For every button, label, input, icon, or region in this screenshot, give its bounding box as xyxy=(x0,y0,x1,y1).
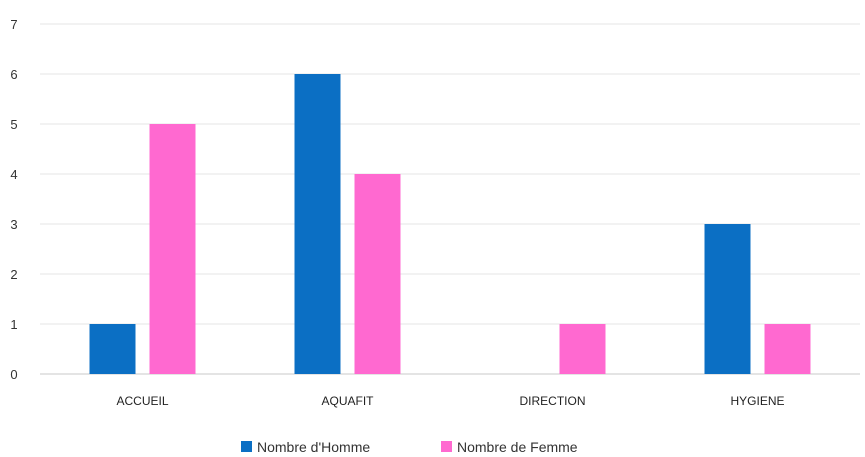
bar-femme-direction xyxy=(559,324,606,374)
bar-femme-aquafit xyxy=(354,174,401,374)
y-axis-ticks: 0 1 2 3 4 5 6 7 xyxy=(10,17,17,382)
y-tick-label: 0 xyxy=(10,367,17,382)
x-axis-labels: ACCUEIL AQUAFIT DIRECTION HYGIENE xyxy=(116,394,784,408)
x-tick-label: DIRECTION xyxy=(520,394,586,408)
legend: Nombre d'Homme Nombre de Femme xyxy=(241,439,578,455)
y-tick-label: 5 xyxy=(10,117,17,132)
legend-label: Nombre de Femme xyxy=(457,439,578,455)
bars xyxy=(89,74,811,374)
bar-homme-hygiene xyxy=(704,224,751,374)
y-tick-label: 6 xyxy=(10,67,17,82)
x-tick-label: HYGIENE xyxy=(730,394,784,408)
legend-swatch xyxy=(441,441,452,452)
bar-homme-accueil xyxy=(89,324,136,374)
x-tick-label: ACCUEIL xyxy=(116,394,168,408)
y-tick-label: 2 xyxy=(10,267,17,282)
y-tick-label: 3 xyxy=(10,217,17,232)
bar-femme-accueil xyxy=(149,124,196,374)
y-tick-label: 7 xyxy=(10,17,17,32)
bar-femme-hygiene xyxy=(764,324,811,374)
bar-homme-aquafit xyxy=(294,74,341,374)
y-tick-label: 4 xyxy=(10,167,17,182)
y-tick-label: 1 xyxy=(10,317,17,332)
legend-swatch xyxy=(241,441,252,452)
legend-label: Nombre d'Homme xyxy=(257,439,370,455)
x-tick-label: AQUAFIT xyxy=(321,394,374,408)
